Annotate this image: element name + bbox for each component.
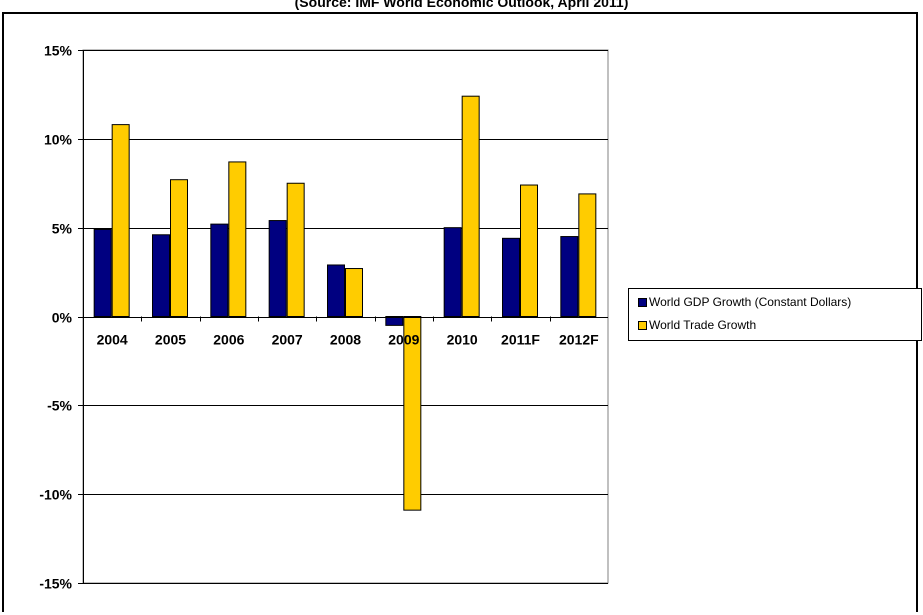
bar-trade-2008	[345, 268, 363, 317]
bar-gdp-2010	[443, 227, 462, 318]
y-tick-label: 10%	[44, 132, 73, 148]
x-tick-label: 2008	[330, 332, 361, 348]
chart-subtitle: (Source: IMF World Economic Outlook, Apr…	[294, 0, 629, 10]
x-tick-label: 2011F	[501, 332, 540, 348]
y-tick-label: -5%	[47, 398, 72, 414]
legend-item-trade: World Trade Growth	[638, 318, 756, 332]
y-tick-label: 0%	[52, 310, 73, 326]
axes	[78, 50, 608, 584]
bar-gdp-2005	[152, 234, 170, 317]
x-tick-label: 2010	[447, 332, 478, 348]
bar-trade-2012F	[578, 193, 597, 317]
bar-gdp-2004	[93, 228, 112, 317]
bar-gdp-2011F	[502, 237, 520, 317]
bar-trade-2011F	[520, 184, 538, 317]
bar-gdp-2012F	[560, 236, 579, 317]
x-tick-label: 2009	[388, 332, 419, 348]
y-tick-label: 15%	[44, 43, 73, 59]
bar-trade-2009	[403, 316, 422, 511]
bar-trade-2006	[228, 161, 247, 317]
bar-trade-2004	[111, 124, 130, 318]
bar-gdp-2008	[327, 264, 345, 317]
bar-trade-2010	[461, 95, 480, 318]
bar-trade-2005	[170, 179, 188, 317]
bar-gdp-2009	[385, 316, 404, 326]
bars	[93, 95, 597, 511]
legend-swatch-trade	[638, 320, 647, 330]
x-tick-label: 2004	[97, 332, 128, 348]
legend-item-gdp: World GDP Growth (Constant Dollars)	[638, 295, 851, 309]
bar-gdp-2007	[268, 220, 287, 317]
y-tick-labels: 15% 10% 5% 0% -5% -10% -15%	[39, 43, 72, 592]
x-tick-labels: 2004 2005 2006 2007 2008 2009 2010 2011F 2012F	[97, 332, 600, 348]
bar-trade-2007	[286, 182, 305, 317]
x-tick-label: 2012F	[559, 332, 599, 348]
legend-swatch-gdp	[638, 297, 647, 307]
legend-label-trade: World Trade Growth	[649, 318, 757, 332]
x-tick-label: 2007	[272, 332, 303, 348]
y-tick-label: -15%	[39, 576, 72, 592]
x-tick-label: 2005	[155, 332, 186, 348]
y-tick-label: 5%	[52, 221, 73, 237]
legend: World GDP Growth (Constant Dollars) Worl…	[628, 288, 922, 341]
bar-gdp-2006	[210, 223, 229, 317]
y-tick-label: -10%	[39, 487, 72, 503]
legend-label-gdp: World GDP Growth (Constant Dollars)	[649, 295, 852, 309]
x-tick-label: 2006	[213, 332, 244, 348]
